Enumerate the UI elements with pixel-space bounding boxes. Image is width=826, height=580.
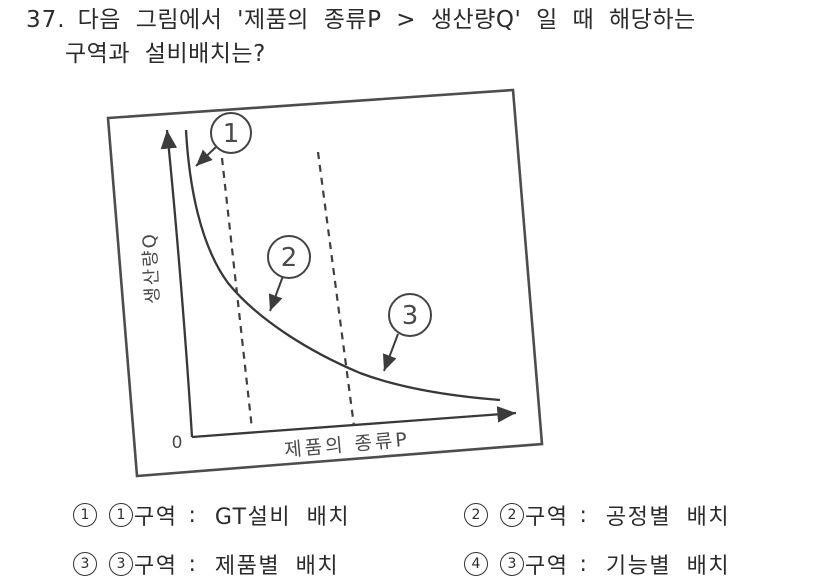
option-3-region-badge: 3: [109, 552, 133, 576]
question-block: 37. 다음 그림에서 '제품의 종류P > 생산량Q' 일 때 해당하는 구역…: [26, 8, 696, 67]
option-2-number-badge: 2: [464, 503, 488, 527]
region-divider-2: [316, 151, 356, 427]
option-4-number-badge: 4: [464, 552, 488, 576]
figure-frame: [106, 88, 544, 478]
pq-curve: [184, 129, 501, 402]
option-1-region-word: 구역: [134, 505, 178, 530]
region1-marker-label: 1: [223, 119, 240, 149]
option-3-region-word: 구역: [134, 554, 178, 579]
option-2[interactable]: 2 2 구역 : 공정별 배치: [464, 499, 730, 531]
option-1-label: GT설비 배치: [214, 505, 351, 530]
option-4-colon: :: [579, 551, 587, 577]
option-2-region-badge: 2: [500, 503, 524, 527]
option-2-label: 공정별 배치: [605, 505, 731, 530]
question-line-1: 37. 다음 그림에서 '제품의 종류P > 생산량Q' 일 때 해당하는: [26, 8, 696, 33]
region-divider-1: [220, 157, 254, 430]
y-axis-label: 생산량Q: [139, 232, 164, 305]
question-text-line1: 다음 그림에서 '제품의 종류P > 생산량Q' 일 때 해당하는: [77, 7, 696, 33]
question-number: 37.: [26, 7, 66, 33]
option-1-number-badge: 1: [73, 503, 97, 527]
answer-options: 1 1 구역 : GT설비 배치 2 2 구역 : 공정별 배치 3 3 구역 …: [73, 499, 730, 580]
option-1[interactable]: 1 1 구역 : GT설비 배치: [73, 499, 464, 531]
y-axis: [160, 129, 194, 438]
region3-marker-circle: [388, 293, 432, 337]
option-1-colon: :: [188, 502, 196, 528]
region2-marker-circle: [267, 235, 311, 279]
option-3-label: 제품별 배치: [214, 554, 340, 579]
option-3[interactable]: 3 3 구역 : 제품별 배치: [73, 548, 464, 580]
region3-leader-arrow: [382, 333, 399, 372]
option-4[interactable]: 4 3 구역 : 기능별 배치: [464, 548, 730, 580]
region1-leader-arrow: [195, 146, 217, 167]
question-text-line2: 구역과 설비배치는?: [65, 41, 266, 67]
option-2-region-word: 구역: [525, 505, 569, 530]
region2-leader-arrow: [268, 275, 284, 312]
option-4-label: 기능별 배치: [605, 554, 731, 579]
option-2-colon: :: [579, 502, 587, 528]
option-3-colon: :: [188, 551, 196, 577]
region2-marker-label: 2: [281, 243, 298, 273]
option-4-region-badge: 3: [500, 552, 524, 576]
region1-marker-circle: [210, 112, 252, 154]
option-1-region-badge: 1: [109, 503, 133, 527]
option-3-number-badge: 3: [73, 552, 97, 576]
origin-label: 0: [172, 433, 183, 453]
option-4-region-word: 구역: [525, 554, 569, 579]
region3-marker-label: 3: [402, 301, 419, 331]
